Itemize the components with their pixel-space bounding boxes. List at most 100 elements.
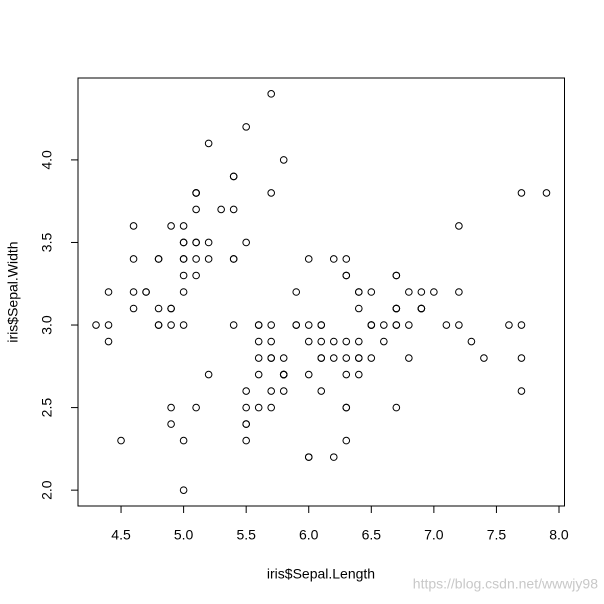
point	[480, 354, 488, 362]
point	[242, 420, 250, 428]
point	[267, 90, 275, 98]
y-tick-label: 4.0	[39, 150, 55, 170]
point	[242, 436, 250, 445]
point	[367, 321, 376, 329]
point	[192, 403, 200, 412]
point	[542, 189, 551, 197]
point	[392, 403, 401, 412]
point	[117, 436, 125, 445]
point	[254, 370, 263, 379]
point	[154, 255, 163, 263]
point	[517, 354, 526, 362]
point	[329, 337, 338, 346]
point	[342, 354, 351, 362]
point	[167, 420, 175, 428]
point	[329, 453, 338, 461]
point	[242, 403, 250, 412]
point	[342, 337, 351, 346]
point	[179, 486, 188, 494]
x-tick-label: 6.0	[299, 527, 319, 543]
point	[317, 354, 326, 362]
point	[279, 370, 288, 379]
point	[179, 288, 188, 296]
point	[179, 222, 188, 230]
point	[392, 304, 401, 313]
point	[267, 321, 275, 329]
point	[392, 321, 401, 329]
point	[304, 370, 313, 379]
point	[229, 172, 238, 181]
point	[179, 238, 188, 247]
point	[292, 321, 301, 329]
point	[505, 321, 513, 329]
point	[129, 255, 138, 263]
x-tick-label: 5.5	[236, 527, 256, 543]
point	[329, 255, 338, 263]
point	[430, 288, 438, 296]
point	[279, 387, 288, 395]
point	[167, 403, 175, 412]
point	[179, 271, 188, 280]
point	[304, 321, 313, 329]
plot-box	[77, 77, 565, 507]
point	[317, 337, 326, 346]
point	[279, 156, 288, 164]
point	[517, 321, 526, 329]
point	[242, 238, 250, 247]
point	[405, 321, 413, 329]
point	[129, 222, 138, 230]
point	[380, 321, 388, 329]
point	[254, 337, 263, 346]
point	[167, 304, 175, 313]
point	[354, 288, 363, 296]
point	[317, 387, 326, 395]
point	[267, 189, 275, 197]
y-tick-label: 3.0	[39, 315, 55, 335]
point	[242, 387, 250, 395]
x-tick-label: 8.0	[549, 527, 569, 543]
x-tick-label: 4.5	[111, 527, 131, 543]
point	[467, 337, 476, 346]
point	[229, 205, 238, 214]
point	[342, 271, 351, 280]
point	[254, 403, 263, 412]
y-tick-label: 3.5	[39, 233, 55, 253]
point	[354, 337, 363, 346]
x-tick-label: 7.0	[424, 527, 444, 543]
point	[254, 354, 263, 362]
point	[254, 321, 263, 329]
point	[129, 288, 138, 296]
point	[517, 387, 526, 395]
point	[329, 354, 338, 362]
point	[354, 304, 363, 313]
point	[167, 222, 175, 230]
point	[405, 288, 413, 296]
point	[142, 288, 150, 296]
point	[267, 387, 275, 395]
point	[192, 205, 200, 214]
point	[179, 321, 188, 329]
point	[229, 255, 238, 263]
point	[192, 255, 200, 263]
point	[342, 255, 351, 263]
point	[354, 370, 363, 379]
point	[405, 354, 413, 362]
point	[442, 321, 451, 329]
point	[292, 288, 301, 296]
point	[204, 255, 213, 263]
point	[354, 354, 363, 362]
point	[455, 288, 463, 296]
point	[104, 337, 113, 346]
point	[380, 337, 388, 346]
y-tick-label: 2.0	[39, 480, 55, 500]
point	[455, 222, 463, 230]
point	[204, 139, 213, 148]
point	[342, 436, 351, 445]
point	[455, 321, 463, 329]
point	[417, 288, 426, 296]
point	[129, 304, 138, 313]
point	[179, 436, 188, 445]
point	[154, 321, 163, 329]
point	[267, 354, 275, 362]
